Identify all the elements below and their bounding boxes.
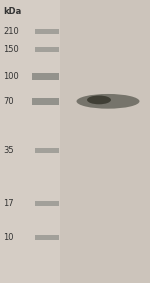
Text: 10: 10	[3, 233, 14, 242]
Text: 210: 210	[3, 27, 19, 36]
FancyBboxPatch shape	[35, 148, 58, 153]
FancyBboxPatch shape	[32, 98, 58, 105]
FancyBboxPatch shape	[0, 0, 60, 283]
FancyBboxPatch shape	[32, 73, 58, 80]
Text: 17: 17	[3, 199, 14, 208]
FancyBboxPatch shape	[35, 29, 58, 34]
Text: 150: 150	[3, 45, 19, 54]
FancyBboxPatch shape	[35, 47, 58, 52]
Ellipse shape	[87, 95, 111, 104]
Text: 35: 35	[3, 146, 14, 155]
Text: 100: 100	[3, 72, 19, 81]
FancyBboxPatch shape	[60, 0, 150, 283]
FancyBboxPatch shape	[35, 201, 58, 206]
Text: 70: 70	[3, 97, 14, 106]
Ellipse shape	[76, 94, 140, 109]
FancyBboxPatch shape	[35, 235, 58, 240]
Text: kDa: kDa	[4, 7, 22, 16]
